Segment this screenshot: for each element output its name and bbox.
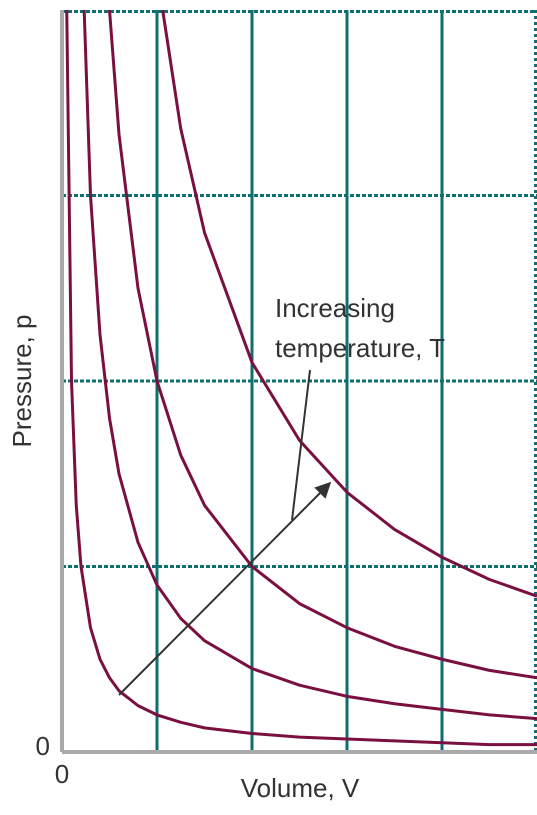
isotherm bbox=[65, 10, 537, 747]
annotation: Increasing bbox=[275, 293, 395, 323]
isotherm bbox=[107, 10, 537, 680]
x-axis-label: Volume, V bbox=[241, 773, 360, 803]
x-tick-label: 0 bbox=[55, 759, 69, 789]
isotherm bbox=[82, 10, 537, 721]
y-axis-label: Pressure, p bbox=[7, 315, 37, 448]
pointer bbox=[291, 369, 311, 521]
isotherm bbox=[161, 10, 537, 598]
y-tick-label: 0 bbox=[36, 731, 50, 761]
arrow bbox=[118, 481, 332, 696]
grid bbox=[62, 10, 537, 752]
curves bbox=[65, 10, 537, 747]
annotation: temperature, T bbox=[275, 333, 445, 363]
